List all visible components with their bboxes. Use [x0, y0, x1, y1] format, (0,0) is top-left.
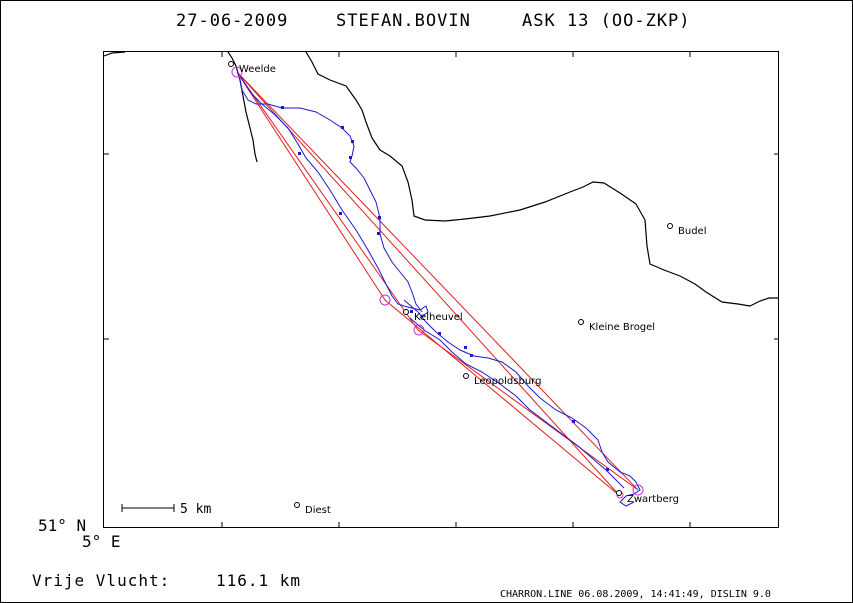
place-budel: Budel	[667, 223, 706, 237]
svg-text:Kleine Brogel: Kleine Brogel	[589, 322, 655, 333]
axis-ticks	[104, 52, 778, 527]
turnpoint-3	[632, 484, 644, 496]
distance-label: Vrije Vlucht:	[32, 571, 170, 590]
distance-value: 116.1 km	[216, 571, 301, 590]
national-border	[103, 51, 778, 307]
svg-text:Budel: Budel	[678, 226, 706, 237]
place-kleine-brogel: Kleine Brogel	[578, 319, 655, 333]
map-area: Weelde Budel Kelheuvel Kleine Brogel Leo…	[103, 51, 779, 528]
credit-line: CHARRON.LINE 06.08.2009, 14:41:49, DISLI…	[500, 589, 771, 600]
scale-bar-label: 5 km	[180, 502, 211, 517]
place-diest: Diest	[294, 502, 331, 516]
svg-text:Kelheuvel: Kelheuvel	[414, 312, 463, 323]
svg-text:Leopoldsburg: Leopoldsburg	[474, 376, 541, 387]
flight-date: 27-06-2009	[176, 11, 288, 31]
svg-text:Diest: Diest	[305, 505, 331, 516]
place-weelde: Weelde	[228, 61, 276, 75]
glider-id: ASK 13 (OO-ZKP)	[522, 11, 691, 31]
turnpoint-start	[231, 66, 243, 78]
longitude-label: 5° E	[82, 532, 121, 551]
turnpoint-1	[379, 294, 391, 306]
scale-bar: 5 km	[121, 502, 211, 517]
place-zwartberg: Zwartberg	[616, 490, 679, 505]
map-frame	[103, 51, 779, 528]
place-kelheuvel: Kelheuvel	[403, 309, 463, 323]
task-route	[236, 71, 639, 497]
pilot-name: STEFAN.BOVIN	[336, 11, 471, 31]
svg-text:Zwartberg: Zwartberg	[627, 494, 679, 505]
place-leopoldsburg: Leopoldsburg	[463, 373, 541, 387]
track-markers	[281, 106, 609, 471]
turnpoint-2	[413, 324, 425, 336]
svg-text:Weelde: Weelde	[239, 64, 276, 75]
latitude-label: 51° N	[38, 516, 86, 535]
